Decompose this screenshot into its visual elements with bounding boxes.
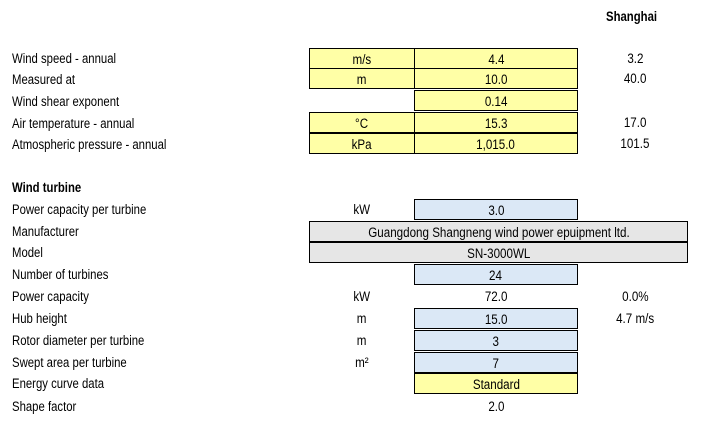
input-swept-area[interactable]: 7 [414, 352, 578, 373]
input-manufacturer[interactable]: Guangdong Shangneng wind power epuipment… [309, 221, 688, 242]
label-power-capacity: Power capacity [12, 289, 89, 304]
label-manufacturer: Manufacturer [12, 224, 79, 239]
label-model: Model [12, 245, 43, 260]
city-header: Shanghai [606, 7, 667, 26]
section-title-wind-turbine: Wind turbine [12, 180, 82, 195]
input-atm-pressure[interactable]: 1,015.0 [414, 133, 578, 154]
input-air-temperature[interactable]: 15.3 [414, 112, 578, 133]
unit-air-temperature: °C [309, 112, 415, 133]
label-power-per-turbine: Power capacity per turbine [12, 202, 147, 217]
input-rotor-diameter[interactable]: 3 [414, 330, 578, 351]
city-header-text: Shanghai [606, 9, 658, 24]
value-power-capacity: 72.0 [484, 289, 508, 304]
unit-power-capacity: kW [353, 289, 371, 304]
unit-measured-at: m [309, 68, 415, 89]
label-rotor-diameter: Rotor diameter per turbine [12, 333, 145, 348]
label-energy-curve: Energy curve data [12, 376, 105, 391]
unit-wind-speed: m/s [309, 48, 415, 69]
unit-rotor-diameter: m [357, 333, 367, 348]
input-wind-speed[interactable]: 4.4 [414, 48, 578, 69]
ref-atm-pressure: 101.5 [620, 136, 650, 151]
unit-power-per-turbine: kW [353, 202, 371, 217]
input-hub-height[interactable]: 15.0 [414, 308, 578, 329]
input-measured-at[interactable]: 10.0 [414, 68, 578, 89]
ref-wind-speed: 3.2 [626, 51, 644, 66]
label-number-of-turbines: Number of turbines [12, 267, 109, 282]
ref-air-temperature: 17.0 [623, 115, 647, 130]
label-hub-height: Hub height [12, 311, 67, 326]
input-wind-shear[interactable]: 0.14 [414, 90, 578, 111]
unit-atm-pressure: kPa [309, 133, 415, 154]
value-shape-factor: 2.0 [487, 399, 505, 414]
label-measured-at: Measured at [12, 72, 76, 87]
unit-swept-area: m² [355, 355, 369, 370]
input-number-of-turbines[interactable]: 24 [414, 264, 578, 285]
label-swept-area: Swept area per turbine [12, 355, 127, 370]
label-air-temperature: Air temperature - annual [12, 116, 135, 131]
label-shape-factor: Shape factor [12, 399, 77, 414]
ref-power-capacity: 0.0% [621, 289, 649, 304]
input-model[interactable]: SN-3000WL [309, 242, 688, 263]
ref-hub-height: 4.7 m/s [615, 311, 655, 326]
label-wind-speed: Wind speed - annual [12, 51, 117, 66]
label-atm-pressure: Atmospheric pressure - annual [12, 137, 167, 152]
select-energy-curve[interactable]: Standard [414, 373, 578, 394]
label-wind-shear: Wind shear exponent [12, 94, 120, 109]
ref-measured-at: 40.0 [623, 71, 647, 86]
unit-hub-height: m [357, 311, 367, 326]
input-power-per-turbine[interactable]: 3.0 [414, 199, 578, 220]
